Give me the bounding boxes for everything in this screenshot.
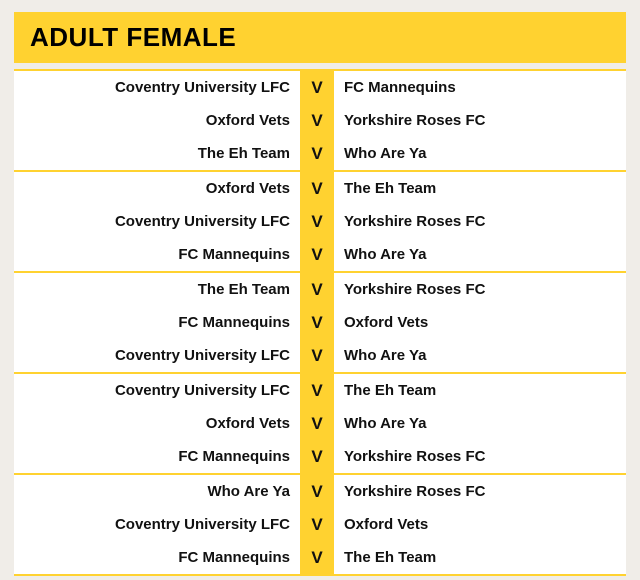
vs-badge: V — [300, 172, 334, 205]
away-team: Who Are Ya — [334, 246, 624, 263]
vs-badge: V — [300, 273, 334, 306]
away-team: FC Mannequins — [334, 79, 624, 96]
vs-badge: V — [300, 440, 334, 473]
fixture-row: Coventry University LFC V FC Mannequins — [14, 71, 626, 104]
home-team: Coventry University LFC — [14, 347, 300, 364]
away-team: Oxford Vets — [334, 516, 624, 533]
away-team: Who Are Ya — [334, 415, 624, 432]
vs-badge: V — [300, 306, 334, 339]
fixture-row: The Eh Team V Who Are Ya — [14, 137, 626, 170]
home-team: Oxford Vets — [14, 415, 300, 432]
vs-badge: V — [300, 137, 334, 170]
fixture-row: FC Mannequins V The Eh Team — [14, 541, 626, 574]
away-team: Yorkshire Roses FC — [334, 483, 624, 500]
category-header: ADULT FEMALE — [14, 12, 626, 63]
category-title: ADULT FEMALE — [30, 22, 610, 53]
fixture-group: Who Are Ya V Yorkshire Roses FC Coventry… — [14, 473, 626, 576]
home-team: Coventry University LFC — [14, 516, 300, 533]
vs-badge: V — [300, 508, 334, 541]
home-team: FC Mannequins — [14, 314, 300, 331]
home-team: FC Mannequins — [14, 448, 300, 465]
home-team: Oxford Vets — [14, 112, 300, 129]
away-team: Yorkshire Roses FC — [334, 281, 624, 298]
vs-badge: V — [300, 374, 334, 407]
fixture-row: The Eh Team V Yorkshire Roses FC — [14, 273, 626, 306]
fixture-group: Coventry University LFC V FC Mannequins … — [14, 69, 626, 170]
fixture-row: Coventry University LFC V The Eh Team — [14, 374, 626, 407]
vs-badge: V — [300, 339, 334, 372]
vs-badge: V — [300, 205, 334, 238]
fixture-row: Oxford Vets V The Eh Team — [14, 172, 626, 205]
fixture-row: Who Are Ya V Yorkshire Roses FC — [14, 475, 626, 508]
home-team: Oxford Vets — [14, 180, 300, 197]
fixture-row: Oxford Vets V Yorkshire Roses FC — [14, 104, 626, 137]
away-team: Who Are Ya — [334, 347, 624, 364]
vs-badge: V — [300, 475, 334, 508]
vs-badge: V — [300, 71, 334, 104]
fixture-group: The Eh Team V Yorkshire Roses FC FC Mann… — [14, 271, 626, 372]
away-team: The Eh Team — [334, 549, 624, 566]
home-team: The Eh Team — [14, 145, 300, 162]
away-team: Yorkshire Roses FC — [334, 448, 624, 465]
fixtures-table: Coventry University LFC V FC Mannequins … — [14, 69, 626, 576]
vs-badge: V — [300, 407, 334, 440]
fixture-row: Coventry University LFC V Oxford Vets — [14, 508, 626, 541]
home-team: The Eh Team — [14, 281, 300, 298]
fixture-row: FC Mannequins V Yorkshire Roses FC — [14, 440, 626, 473]
away-team: Who Are Ya — [334, 145, 624, 162]
home-team: Who Are Ya — [14, 483, 300, 500]
fixture-row: Coventry University LFC V Yorkshire Rose… — [14, 205, 626, 238]
fixture-group: Coventry University LFC V The Eh Team Ox… — [14, 372, 626, 473]
fixture-row: Coventry University LFC V Who Are Ya — [14, 339, 626, 372]
vs-badge: V — [300, 238, 334, 271]
away-team: The Eh Team — [334, 382, 624, 399]
home-team: Coventry University LFC — [14, 382, 300, 399]
fixture-group: Oxford Vets V The Eh Team Coventry Unive… — [14, 170, 626, 271]
fixture-row: Oxford Vets V Who Are Ya — [14, 407, 626, 440]
home-team: FC Mannequins — [14, 246, 300, 263]
vs-badge: V — [300, 541, 334, 574]
home-team: Coventry University LFC — [14, 79, 300, 96]
vs-badge: V — [300, 104, 334, 137]
away-team: Yorkshire Roses FC — [334, 213, 624, 230]
fixture-row: FC Mannequins V Oxford Vets — [14, 306, 626, 339]
away-team: The Eh Team — [334, 180, 624, 197]
away-team: Oxford Vets — [334, 314, 624, 331]
fixture-row: FC Mannequins V Who Are Ya — [14, 238, 626, 271]
home-team: FC Mannequins — [14, 549, 300, 566]
away-team: Yorkshire Roses FC — [334, 112, 624, 129]
home-team: Coventry University LFC — [14, 213, 300, 230]
